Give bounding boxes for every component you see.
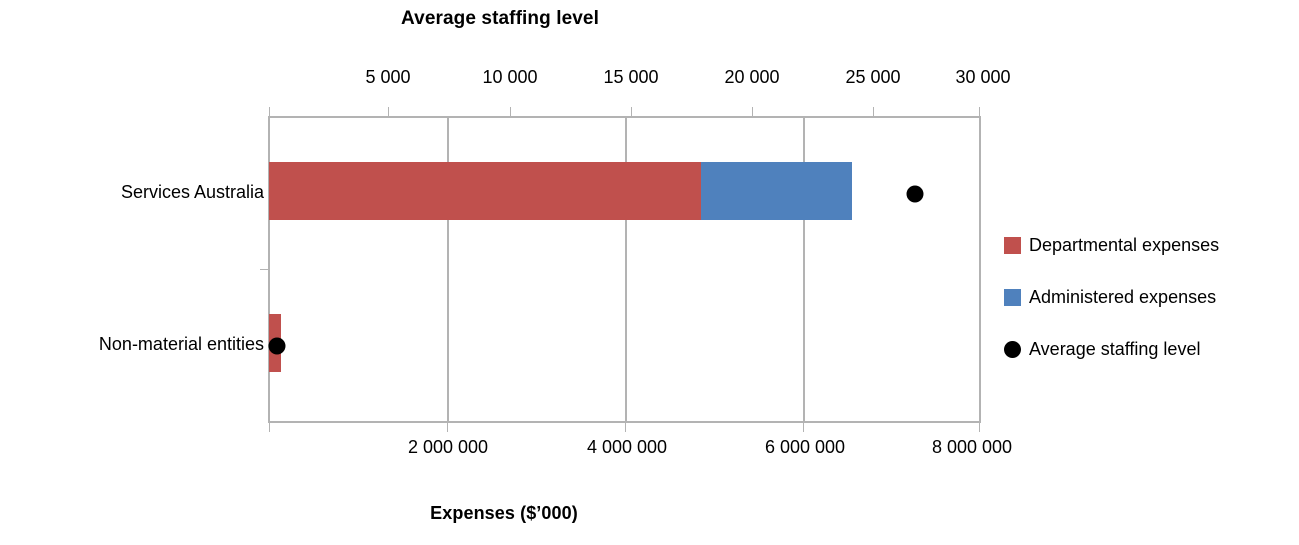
- category-label-services-australia: Services Australia: [120, 182, 264, 202]
- top-axis-ticklabel-20000: 20 000: [724, 67, 780, 87]
- top-tick-30000: [979, 107, 980, 116]
- top-axis-ticklabel-5000: 5 000: [365, 67, 411, 87]
- top-tick-0: [269, 107, 270, 116]
- plot-top-border: [268, 116, 981, 118]
- bottom-tick-6000000: [803, 423, 804, 432]
- top-tick-5000: [388, 107, 389, 116]
- legend-item-average-staffing-level[interactable]: Average staffing level: [1004, 323, 1294, 375]
- plot-bottom-border: [268, 421, 981, 423]
- top-axis-ticklabel-25000: 25 000: [845, 67, 901, 87]
- gridline-8000000: [979, 117, 981, 422]
- legend-label-administered: Administered expenses: [1029, 286, 1217, 307]
- legend-label-departmental: Departmental expenses: [1029, 234, 1220, 255]
- top-axis-ticklabel-15000: 15 000: [603, 67, 659, 87]
- bottom-axis-ticklabel-2000000: 2 000 000: [407, 437, 489, 457]
- gridline-2000000: [447, 117, 449, 422]
- bar-services-australia-administered[interactable]: [701, 162, 852, 220]
- top-tick-25000: [873, 107, 874, 116]
- legend-swatch-administered-icon: [1004, 288, 1021, 306]
- marker-staffing-non-material-entities[interactable]: [268, 337, 286, 355]
- bottom-tick-8000000: [979, 423, 980, 432]
- bottom-axis-ticklabel-4000000: 4 000 000: [586, 437, 668, 457]
- category-axis-tick: [260, 269, 269, 270]
- bottom-axis-ticklabel-8000000: 8 000 000: [931, 437, 1013, 457]
- top-tick-10000: [510, 107, 511, 116]
- bottom-tick-2000000: [447, 423, 448, 432]
- bar-services-australia-departmental[interactable]: [269, 162, 701, 220]
- legend-swatch-departmental-icon: [1004, 236, 1021, 254]
- legend-marker-staffing-circle-icon: [1004, 340, 1021, 358]
- legend-item-administered-expenses[interactable]: Administered expenses: [1004, 271, 1294, 323]
- top-tick-20000: [752, 107, 753, 116]
- legend-item-departmental-expenses[interactable]: Departmental expenses: [1004, 219, 1294, 271]
- marker-staffing-services-australia[interactable]: [906, 185, 924, 203]
- top-axis-ticklabel-10000: 10 000: [482, 67, 538, 87]
- plot-area: [260, 107, 981, 432]
- bottom-tick-0: [269, 423, 270, 432]
- top-axis-ticklabel-30000: 30 000: [955, 67, 1011, 87]
- legend-label-staffing: Average staffing level: [1029, 338, 1201, 359]
- legend: Departmental expenses Administered expen…: [1004, 219, 1294, 375]
- value-axis-spine: [268, 116, 270, 423]
- bottom-tick-4000000: [625, 423, 626, 432]
- chart-title: Average staffing level: [401, 8, 599, 29]
- bottom-axis-ticklabel-6000000: 6 000 000: [764, 437, 846, 457]
- gridline-6000000: [803, 117, 805, 422]
- gridline-4000000: [625, 117, 627, 422]
- bottom-axis-title: Expenses ($’000): [430, 503, 578, 523]
- top-tick-15000: [631, 107, 632, 116]
- category-label-non-material-entities: Non-material entities: [98, 334, 264, 354]
